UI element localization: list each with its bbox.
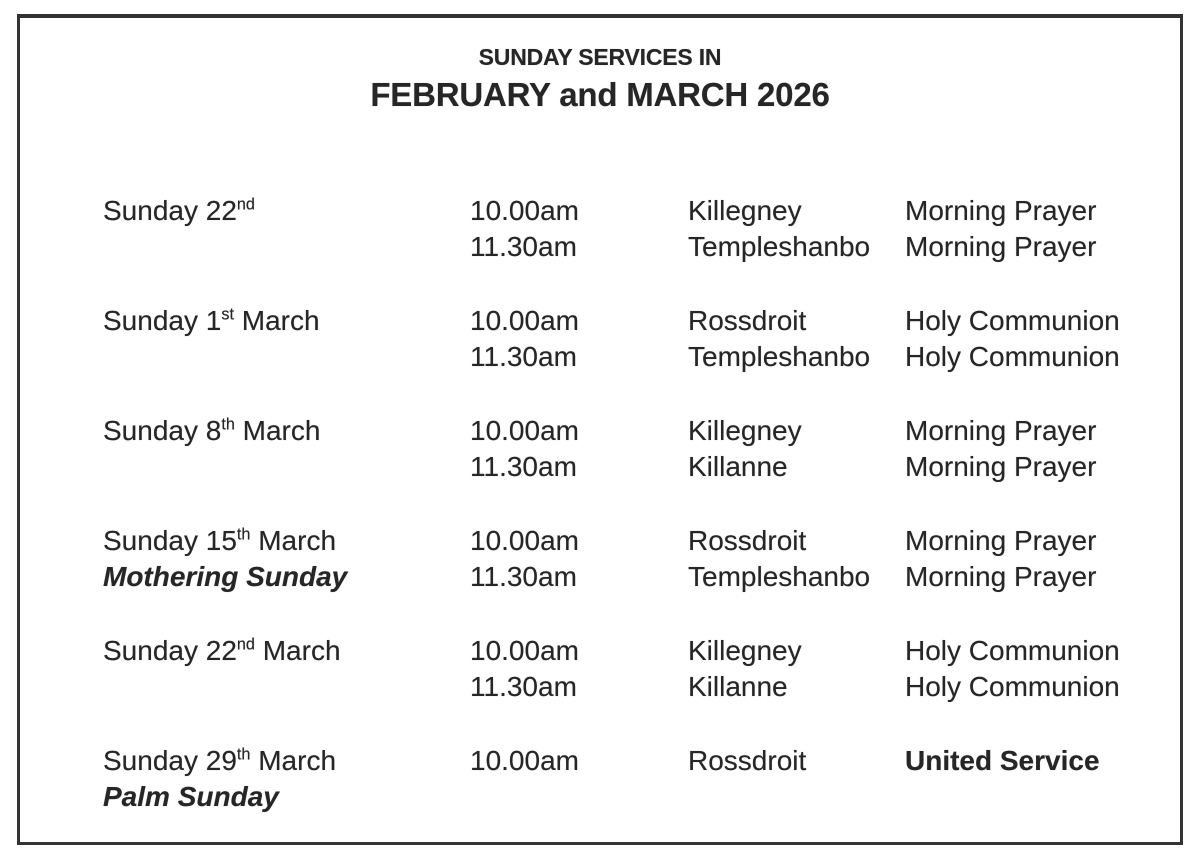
note-cell: Palm Sunday <box>103 781 279 812</box>
service-cell: Holy Communion <box>905 305 1120 336</box>
date-rest: March <box>250 745 337 776</box>
ordinal-suffix: nd <box>236 635 255 654</box>
service-schedule: Sunday 22nd 10.00am Killegney Morning Pr… <box>103 193 1150 853</box>
schedule-row: Sunday 22nd March 10.00am Killegney Holy… <box>103 633 1150 705</box>
service-cell: United Service <box>905 745 1100 776</box>
service-cell <box>905 779 1150 815</box>
note-cell <box>103 669 470 705</box>
service-cell: Morning Prayer <box>905 561 1097 592</box>
time-cell: 11.30am <box>470 671 577 702</box>
time-cell: 11.30am <box>470 341 577 372</box>
time-cell <box>470 779 688 815</box>
church-cell: Rossdroit <box>688 745 807 776</box>
schedule-row: Sunday 22nd 10.00am Killegney Morning Pr… <box>103 193 1150 265</box>
time-cell: 10.00am <box>470 525 579 556</box>
time-cell: 11.30am <box>470 451 577 482</box>
service-cell: Morning Prayer <box>905 451 1097 482</box>
date-rest: March <box>250 525 337 556</box>
date-text: Sunday 22 <box>103 635 237 666</box>
date-text: Sunday 8 <box>103 415 222 446</box>
date-text: Sunday 1 <box>103 305 222 336</box>
ordinal-suffix: nd <box>236 195 255 214</box>
church-cell: Rossdroit <box>688 305 807 336</box>
time-cell: 10.00am <box>470 745 579 776</box>
church-cell <box>688 779 905 815</box>
ordinal-suffix: th <box>236 745 251 764</box>
date-cell: Sunday 8th March <box>103 413 470 449</box>
note-cell <box>103 449 470 485</box>
service-cell: Holy Communion <box>905 671 1120 702</box>
church-cell: Killegney <box>688 415 802 446</box>
service-cell: Morning Prayer <box>905 231 1097 262</box>
date-rest: March <box>234 415 321 446</box>
time-cell: 10.00am <box>470 635 579 666</box>
date-rest: March <box>233 305 320 336</box>
church-cell: Killegney <box>688 635 802 666</box>
service-cell: Holy Communion <box>905 341 1120 372</box>
schedule-row: Sunday 8th March 10.00am Killegney Morni… <box>103 413 1150 485</box>
ordinal-suffix: st <box>221 305 234 324</box>
schedule-row: Sunday 1st March 10.00am Rossdroit Holy … <box>103 303 1150 375</box>
service-cell: Morning Prayer <box>905 525 1097 556</box>
note-cell: Mothering Sunday <box>103 561 348 592</box>
date-cell: Sunday 1st March <box>103 303 470 339</box>
title-line-1: SUNDAY SERVICES IN <box>478 44 722 70</box>
time-cell: 11.30am <box>470 231 577 262</box>
service-cell: Holy Communion <box>905 635 1120 666</box>
date-text: Sunday 15 <box>103 525 237 556</box>
date-cell: Sunday 15th March <box>103 523 470 559</box>
date-cell: Sunday 22nd March <box>103 633 470 669</box>
date-cell: Sunday 22nd <box>103 193 470 229</box>
ordinal-suffix: th <box>221 415 235 434</box>
church-cell: Rossdroit <box>688 525 807 556</box>
schedule-row: Sunday 29th March 10.00am Rossdroit Unit… <box>103 743 1150 815</box>
title-line-2: FEBRUARY and MARCH 2026 <box>370 76 830 113</box>
time-cell: 11.30am <box>470 561 577 592</box>
note-cell <box>103 339 470 375</box>
church-cell: Templeshanbo <box>688 231 871 262</box>
time-cell: 10.00am <box>470 415 579 446</box>
date-cell: Sunday 29th March <box>103 743 470 779</box>
church-cell: Templeshanbo <box>688 561 871 592</box>
ordinal-suffix: th <box>236 525 251 544</box>
time-cell: 10.00am <box>470 305 579 336</box>
church-cell: Killanne <box>688 671 788 702</box>
service-cell: Morning Prayer <box>905 195 1097 226</box>
church-cell: Killegney <box>688 195 802 226</box>
page-border <box>17 14 1183 845</box>
schedule-row: Sunday 15th March 10.00am Rossdroit Morn… <box>103 523 1150 595</box>
church-cell: Killanne <box>688 451 788 482</box>
date-text: Sunday 22 <box>103 195 237 226</box>
date-rest: March <box>254 635 341 666</box>
church-cell: Templeshanbo <box>688 341 871 372</box>
date-text: Sunday 29 <box>103 745 237 776</box>
document-title: SUNDAY SERVICES IN FEBRUARY and MARCH 20… <box>0 44 1200 114</box>
time-cell: 10.00am <box>470 195 579 226</box>
note-cell <box>103 229 470 265</box>
service-cell: Morning Prayer <box>905 415 1097 446</box>
